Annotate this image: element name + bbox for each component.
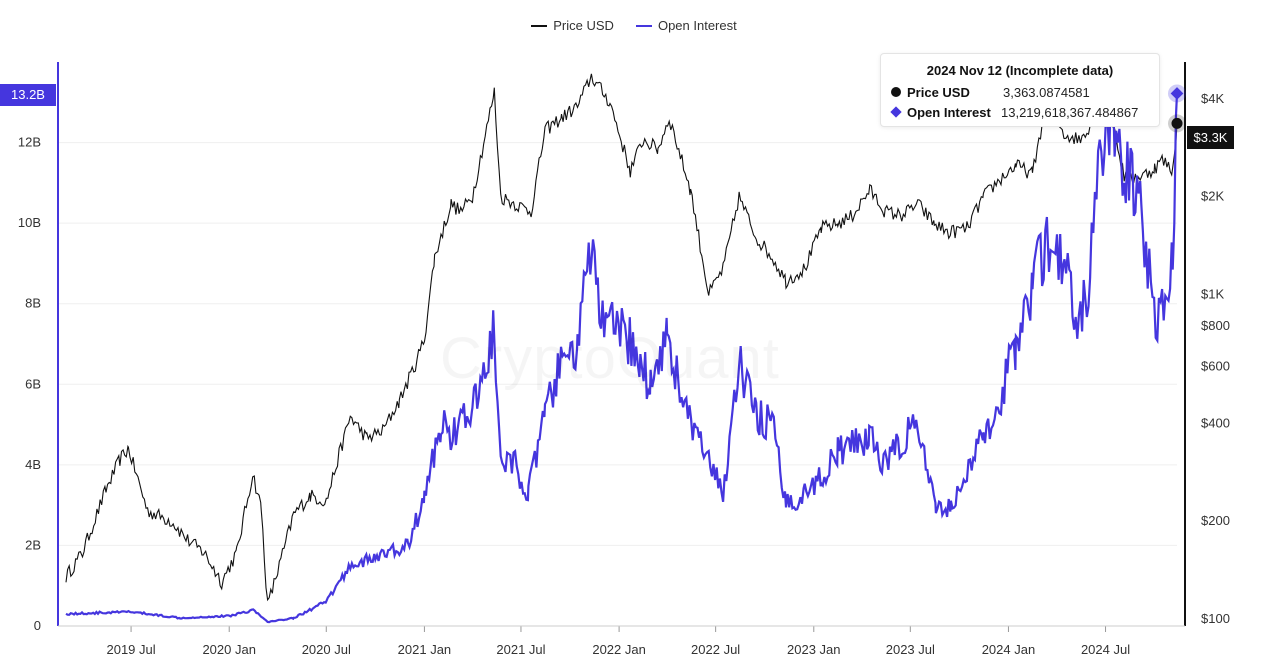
tooltip-price-label: Price USD [907,84,970,100]
legend-swatch-open-interest [635,24,652,27]
x-tick-label: 2019 Jul [106,642,155,657]
left-tick-label: 12B [18,135,41,150]
x-tick-label: 2020 Jan [202,642,256,657]
right-tick-label: $600 [1201,358,1230,373]
right-tick-label: $2K [1201,189,1224,204]
left-tick-label: 8B [25,296,41,311]
price-current-badge: $3.3K [1187,126,1234,149]
legend-item-open-interest[interactable]: Open Interest [635,18,737,33]
x-tick-label: 2021 Jul [496,642,545,657]
right-tick-label: $400 [1201,415,1230,430]
right-tick-label: $800 [1201,318,1230,333]
right-tick-label: $200 [1201,513,1230,528]
tooltip-oi-value: 13,219,618,367.484867 [1001,104,1139,120]
open-interest-line [65,85,1179,624]
x-axis-ticks: 2019 Jul 2020 Jan 2020 Jul 2021 Jan 2021 Jul… [106,626,1130,657]
circle-icon [891,87,901,97]
left-axis-ticks: 0 2B 4B 6B 8B 10B 12B [18,135,41,633]
left-tick-label: 2B [25,537,41,552]
tooltip-oi-label: Open Interest [907,104,991,120]
x-tick-label: 2023 Jan [787,642,841,657]
x-tick-label: 2024 Jan [982,642,1036,657]
legend: Price USD Open Interest [0,18,1268,33]
x-tick-label: 2023 Jul [886,642,935,657]
left-tick-label: 6B [25,376,41,391]
price-line [65,73,1178,602]
left-tick-label: 10B [18,215,41,230]
left-tick-label: 4B [25,457,41,472]
open-interest-current-badge: 13.2B [0,84,56,106]
tooltip-date: 2024 Nov 12 (Incomplete data) [926,63,1114,78]
series-layer [65,73,1179,624]
right-tick-label: $4K [1201,91,1224,106]
tooltip-row-open-interest: Open Interest 13,219,618,367.484867 [890,102,1149,122]
x-tick-label: 2022 Jan [592,642,646,657]
right-tick-label: $100 [1201,611,1230,626]
left-tick-label: 0 [34,618,41,633]
grid-lines [58,142,1177,546]
legend-swatch-price [531,24,548,27]
legend-item-price[interactable]: Price USD [531,18,614,33]
diamond-icon [890,106,902,118]
tooltip-row-price: Price USD 3,363.0874581 [891,82,1149,102]
x-tick-label: 2024 Jul [1081,642,1130,657]
watermark: CryptoQuant [440,325,780,392]
price-marker [1171,117,1183,129]
tooltip-price-value: 3,363.0874581 [1003,84,1090,100]
tooltip: 2024 Nov 12 (Incomplete data) Price USD … [880,53,1160,127]
legend-label-open-interest: Open Interest [657,18,737,33]
right-tick-label: $1K [1201,286,1224,301]
right-axis-ticks: $100 $200 $400 $600 $800 $1K $2K $4K [1201,91,1230,626]
x-tick-label: 2022 Jul [691,642,740,657]
legend-label-price: Price USD [553,18,614,33]
x-tick-label: 2020 Jul [302,642,351,657]
x-tick-label: 2021 Jan [398,642,452,657]
current-markers [1168,84,1186,133]
